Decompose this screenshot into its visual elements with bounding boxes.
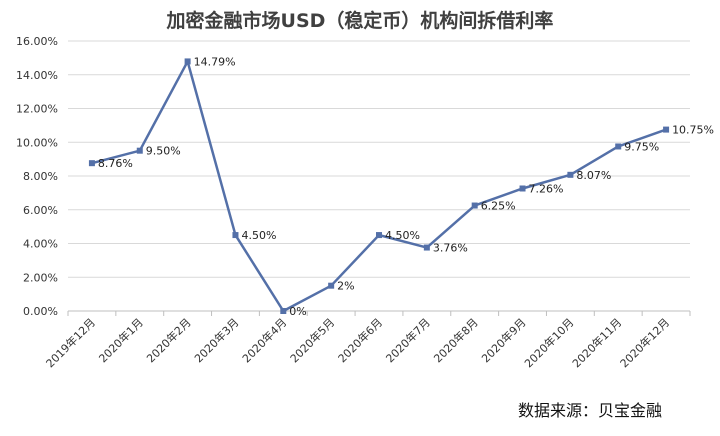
data-label: 3.76% bbox=[433, 242, 468, 255]
data-point bbox=[328, 282, 335, 289]
data-label: 4.50% bbox=[385, 229, 420, 242]
data-point bbox=[136, 147, 143, 154]
x-tick-label: 2019年12月 bbox=[43, 315, 98, 370]
data-point bbox=[519, 185, 526, 192]
y-tick-label: 10.00% bbox=[16, 136, 58, 149]
y-tick-label: 0.00% bbox=[23, 305, 58, 318]
data-label: 6.25% bbox=[481, 200, 516, 213]
x-tick-label: 2020年10月 bbox=[521, 315, 576, 370]
x-tick-label: 2020年6月 bbox=[335, 315, 385, 365]
data-label: 8.76% bbox=[98, 157, 133, 170]
y-tick-label: 2.00% bbox=[23, 271, 58, 284]
data-point bbox=[423, 244, 430, 251]
data-label: 14.79% bbox=[194, 55, 236, 68]
y-tick-label: 16.00% bbox=[16, 35, 58, 48]
x-tick-label: 2020年11月 bbox=[569, 315, 624, 370]
y-tick-label: 6.00% bbox=[23, 204, 58, 217]
data-point bbox=[471, 202, 478, 209]
data-point bbox=[663, 126, 670, 133]
data-label: 2% bbox=[337, 280, 354, 293]
x-tick-label: 2020年3月 bbox=[191, 315, 241, 365]
y-tick-label: 14.00% bbox=[16, 69, 58, 82]
x-tick-label: 2020年9月 bbox=[478, 315, 528, 365]
x-tick-label: 2020年7月 bbox=[383, 315, 433, 365]
data-point bbox=[232, 232, 239, 239]
x-tick-label: 2020年5月 bbox=[287, 315, 337, 365]
data-label: 10.75% bbox=[672, 124, 714, 137]
x-tick-label: 2020年1月 bbox=[96, 315, 146, 365]
series-line bbox=[91, 60, 667, 313]
y-tick-label: 4.00% bbox=[23, 238, 58, 251]
data-label: 9.75% bbox=[624, 140, 659, 153]
chart-title: 加密金融市场USD（稳定币）机构间拆借利率 bbox=[166, 10, 554, 32]
y-tick-label: 8.00% bbox=[23, 170, 58, 183]
data-point bbox=[376, 232, 382, 239]
data-label: 0% bbox=[289, 305, 306, 318]
source-note: 数据来源：贝宝金融 bbox=[517, 401, 662, 420]
data-point bbox=[615, 143, 622, 150]
x-tick-label: 2020年12月 bbox=[617, 315, 672, 370]
data-point bbox=[280, 308, 287, 314]
data-point bbox=[184, 58, 191, 65]
data-label: 4.50% bbox=[241, 229, 276, 242]
y-tick-label: 12.00% bbox=[16, 103, 58, 116]
data-label: 7.26% bbox=[529, 182, 564, 195]
x-tick-label: 2020年2月 bbox=[144, 315, 194, 365]
x-tick-label: 2020年4月 bbox=[239, 315, 289, 365]
data-label: 9.50% bbox=[146, 145, 181, 158]
data-point bbox=[88, 160, 95, 167]
data-label: 8.07% bbox=[576, 169, 611, 182]
data-point bbox=[567, 171, 574, 178]
x-tick-label: 2020年8月 bbox=[431, 315, 481, 365]
